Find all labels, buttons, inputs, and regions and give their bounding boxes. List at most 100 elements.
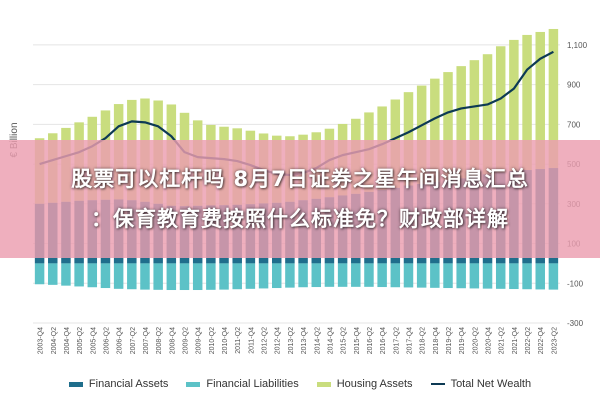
bar-financial-liabilities: [311, 263, 322, 288]
legend-label: Financial Liabilities: [206, 378, 299, 390]
x-tick-label: 2013-Q2: [288, 327, 295, 354]
bar-financial-liabilities: [430, 263, 440, 288]
bar-financial-liabilities: [324, 263, 335, 287]
legend-swatch-housing-assets: [316, 381, 331, 387]
bar-financial-liabilities: [509, 263, 519, 290]
x-tick-label: 2015-Q2: [341, 327, 348, 354]
x-tick-label: 2016-Q4: [380, 327, 387, 354]
legend-label: Financial Assets: [88, 378, 169, 390]
bar-financial-liabilities: [232, 263, 242, 290]
x-tick-label: 2008-Q4: [169, 327, 176, 354]
bar-financial-liabilities: [219, 263, 229, 290]
bar-financial-liabilities: [61, 263, 71, 286]
bar-financial-liabilities: [206, 263, 216, 290]
x-tick-label: 2020-Q2: [472, 327, 479, 354]
legend-item-housing-assets: Housing Assets: [316, 378, 413, 390]
bar-financial-liabilities: [522, 263, 532, 290]
bar-financial-liabilities: [377, 263, 387, 288]
bar-financial-liabilities: [245, 263, 256, 289]
bar-housing-assets: [522, 34, 532, 171]
x-tick-label: 2006-Q4: [117, 327, 124, 354]
x-tick-label: 2019-Q4: [459, 327, 466, 354]
x-tick-label: 2005-Q4: [90, 327, 97, 354]
x-tick-label: 2023-Q2: [551, 327, 558, 354]
legend-item-financial-liabilities: Financial Liabilities: [186, 378, 299, 390]
bar-financial-liabilities: [443, 263, 453, 289]
x-tick-label: 2005-Q2: [77, 327, 84, 354]
bar-financial-liabilities: [74, 263, 84, 287]
x-tick-label: 2017-Q4: [406, 327, 413, 354]
banner-line-2: ：保育教育费按照什么标准免？财政部详解: [91, 207, 509, 231]
x-tick-label: 2006-Q2: [103, 327, 110, 354]
x-tick-label: 2022-Q4: [538, 327, 545, 354]
legend-label: Housing Assets: [336, 378, 413, 390]
x-tick-label: 2012-Q4: [275, 327, 282, 354]
bar-housing-assets: [495, 46, 506, 173]
overlay-banner: 股票可以杠杆吗 8月7日证券之星午间消息汇总 ：保育教育费按照什么标准免？财政部…: [0, 140, 600, 258]
legend-swatch-financial-liabilities: [186, 381, 201, 387]
legend-swatch-total-net-wealth: [430, 383, 445, 385]
x-tick-label: 2022-Q2: [525, 327, 532, 354]
legend-label: Total Net Wealth: [450, 378, 532, 390]
chart-legend: Financial Assets Financial Liabilities H…: [0, 376, 600, 392]
banner-line-1: 股票可以杠杆吗 8月7日证券之星午间消息汇总: [71, 167, 529, 191]
bar-financial-liabilities: [364, 263, 374, 287]
bar-housing-assets: [469, 60, 480, 177]
x-tick-label: 2003-Q4: [38, 327, 45, 354]
bar-housing-assets: [403, 92, 414, 186]
bar-financial-liabilities: [34, 263, 45, 285]
x-tick-label: 2009-Q2: [183, 327, 190, 354]
bar-financial-liabilities: [416, 263, 427, 288]
x-tick-label: 2007-Q4: [143, 327, 150, 354]
bar-housing-assets: [456, 66, 466, 179]
x-tick-label: 2004-Q4: [64, 327, 71, 354]
y-tick-label: -100: [567, 279, 584, 288]
bar-financial-liabilities: [456, 263, 466, 289]
x-tick-label: 2020-Q4: [486, 327, 493, 354]
x-tick-label: 2016-Q2: [367, 327, 374, 354]
bar-financial-liabilities: [258, 263, 269, 289]
bar-financial-liabilities: [271, 263, 282, 289]
bar-financial-liabilities: [482, 263, 493, 289]
bar-financial-liabilities: [337, 263, 348, 287]
bar-financial-liabilities: [153, 263, 163, 290]
x-tick-label: 2010-Q4: [222, 327, 229, 354]
bar-financial-liabilities: [469, 263, 480, 289]
legend-item-total-net-wealth: Total Net Wealth: [430, 378, 532, 390]
x-tick-label: 2015-Q4: [354, 327, 361, 354]
bar-financial-liabilities: [127, 263, 137, 290]
bar-financial-liabilities: [285, 263, 295, 288]
x-tick-label: 2011-Q4: [248, 327, 255, 354]
bar-housing-assets: [443, 72, 453, 181]
bar-housing-assets: [535, 31, 545, 170]
x-tick-label: 2018-Q4: [433, 327, 440, 354]
bar-financial-liabilities: [166, 263, 177, 291]
x-tick-labels: 2003-Q4 2004-Q2 2004-Q4 2005-Q2 2005-Q4 2006-…: [38, 327, 559, 354]
bar-housing-assets: [416, 85, 427, 184]
x-tick-label: 2021-Q4: [512, 327, 519, 354]
x-tick-label: 2008-Q2: [156, 327, 163, 354]
x-tick-label: 2014-Q2: [314, 327, 321, 354]
legend-swatch-financial-assets: [68, 381, 83, 387]
y-tick-label: 1,100: [567, 41, 588, 50]
bar-housing-assets: [430, 78, 440, 182]
y-tick-label: 900: [567, 81, 581, 90]
bar-housing-assets: [509, 39, 519, 172]
bar-financial-liabilities: [298, 263, 308, 288]
bar-financial-liabilities: [548, 263, 559, 290]
bar-financial-liabilities: [351, 263, 361, 287]
x-tick-label: 2013-Q4: [301, 327, 308, 354]
legend-item-financial-assets: Financial Assets: [68, 378, 169, 390]
x-tick-label: 2007-Q2: [130, 327, 137, 354]
x-tick-label: 2012-Q2: [262, 327, 269, 354]
bar-financial-liabilities: [403, 263, 414, 288]
x-tick-label: 2017-Q2: [393, 327, 400, 354]
x-tick-label: 2011-Q2: [235, 327, 242, 354]
bar-financial-liabilities: [179, 263, 190, 291]
x-tick-label: 2019-Q2: [446, 327, 453, 354]
bar-housing-assets: [548, 28, 559, 169]
x-tick-label: 2018-Q2: [420, 327, 427, 354]
bar-financial-liabilities: [495, 263, 506, 289]
x-tick-label: 2021-Q2: [499, 327, 506, 354]
bar-financial-liabilities: [390, 263, 401, 288]
